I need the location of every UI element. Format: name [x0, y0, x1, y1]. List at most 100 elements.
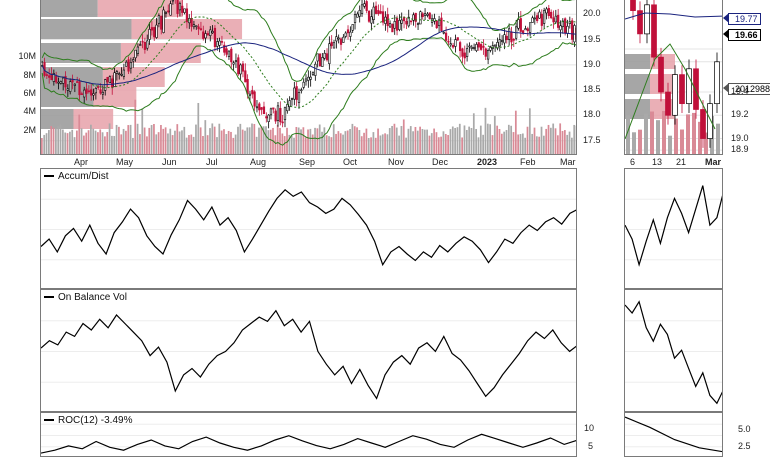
candle-body [442, 31, 445, 34]
bollinger-lower-line [41, 37, 576, 146]
candle-body [164, 12, 168, 14]
volume-by-price-bar [41, 19, 132, 39]
volume-bar [48, 130, 50, 154]
bollinger-upper-line [41, 0, 575, 82]
candle-body [463, 52, 466, 59]
volume-bar [146, 136, 148, 154]
candle-body [349, 31, 352, 37]
candle-body [272, 107, 275, 110]
volume-bar [78, 114, 81, 154]
roc-tick-10: 10 [584, 423, 595, 433]
candle-body [365, 1, 368, 11]
volume-bar [374, 137, 377, 154]
candle-body [115, 71, 118, 74]
candle-body [64, 75, 67, 88]
volume-bar [276, 124, 279, 154]
candle-body [71, 79, 74, 83]
volume-by-price-bar [625, 54, 650, 69]
zoom-price-panel [624, 0, 723, 155]
candle-body [293, 87, 296, 100]
volume-bar [507, 124, 510, 154]
indicator-line [625, 416, 722, 453]
candle-body [101, 91, 104, 95]
y-tick-label: 19.5 [583, 33, 601, 44]
x-tick-label: Sep [299, 157, 316, 167]
volume-bar [433, 128, 435, 154]
volume-bar [391, 125, 393, 154]
volume-bar [365, 128, 368, 154]
volume-bar [209, 128, 211, 154]
volume-bar [442, 131, 445, 154]
volume-bar [486, 123, 489, 154]
volume-bar [204, 120, 207, 154]
volume-bar [99, 129, 102, 154]
last-price-label: 19.66 [728, 29, 761, 41]
volume-bar [244, 130, 246, 154]
volume-bar [407, 128, 410, 154]
candle-body [524, 28, 527, 31]
candle-body [644, 4, 650, 35]
volume-bar [428, 135, 431, 154]
candle-body [412, 14, 415, 21]
zoom-x-tick-label: 13 [652, 157, 663, 167]
candle-body [120, 74, 123, 76]
candle-body [325, 53, 329, 61]
candle-body [227, 50, 231, 57]
volume-bar [52, 127, 55, 154]
y-tick-label: 18.0 [583, 109, 601, 120]
roc-title: ROC(12) -3.49% [58, 415, 133, 426]
candle-body [370, 16, 373, 24]
volume-bar [363, 132, 365, 154]
volume-bar [379, 135, 382, 154]
indicator-line [41, 188, 576, 267]
candle-body [76, 81, 79, 83]
candle-body [363, 3, 366, 7]
volume-bar [104, 136, 106, 154]
volume-bar [680, 129, 684, 154]
volume-by-price-bar [625, 99, 650, 119]
x-tick-label: Nov [388, 157, 405, 167]
candle-body [300, 89, 303, 92]
volume-bar [171, 135, 174, 154]
candle-body [108, 76, 111, 84]
volume-bar [94, 130, 97, 154]
candle-body [465, 48, 469, 57]
volume-bar [477, 137, 480, 154]
volume-by-price-bar [93, 87, 137, 107]
volume-bar [157, 132, 160, 154]
volume-bar [533, 127, 536, 154]
candle-body [533, 17, 536, 20]
candle-body [178, 3, 182, 11]
candle-body [454, 39, 457, 47]
candle-body [372, 6, 375, 20]
volume-bar [626, 115, 630, 154]
volume-bar [260, 126, 263, 154]
candle-body [323, 52, 326, 59]
candle-body [309, 76, 312, 80]
candle-body [143, 41, 147, 50]
volume-bar [246, 127, 249, 154]
volume-bar [76, 130, 78, 154]
candle-body [461, 48, 464, 57]
candle-body [59, 81, 62, 84]
candle-body [381, 11, 385, 23]
volume-bar [644, 113, 648, 154]
candle-body [276, 105, 280, 121]
candle-body [148, 29, 151, 40]
candle-body [213, 27, 217, 48]
volume-bar [218, 123, 221, 154]
candle-body [155, 24, 158, 38]
volume-bar [181, 130, 183, 154]
volume-bar [570, 137, 573, 154]
zoom-price-svg [625, 0, 722, 154]
volume-bar [185, 137, 188, 154]
candle-body [367, 11, 371, 22]
volume-bar [503, 131, 506, 154]
x-tick-label: Aug [250, 157, 267, 167]
volume-bar [650, 111, 654, 154]
obv-svg [41, 309, 576, 400]
volume-bar [295, 126, 298, 154]
volume-bar [279, 127, 281, 154]
candle-body [508, 28, 511, 40]
candle-body [129, 62, 133, 69]
